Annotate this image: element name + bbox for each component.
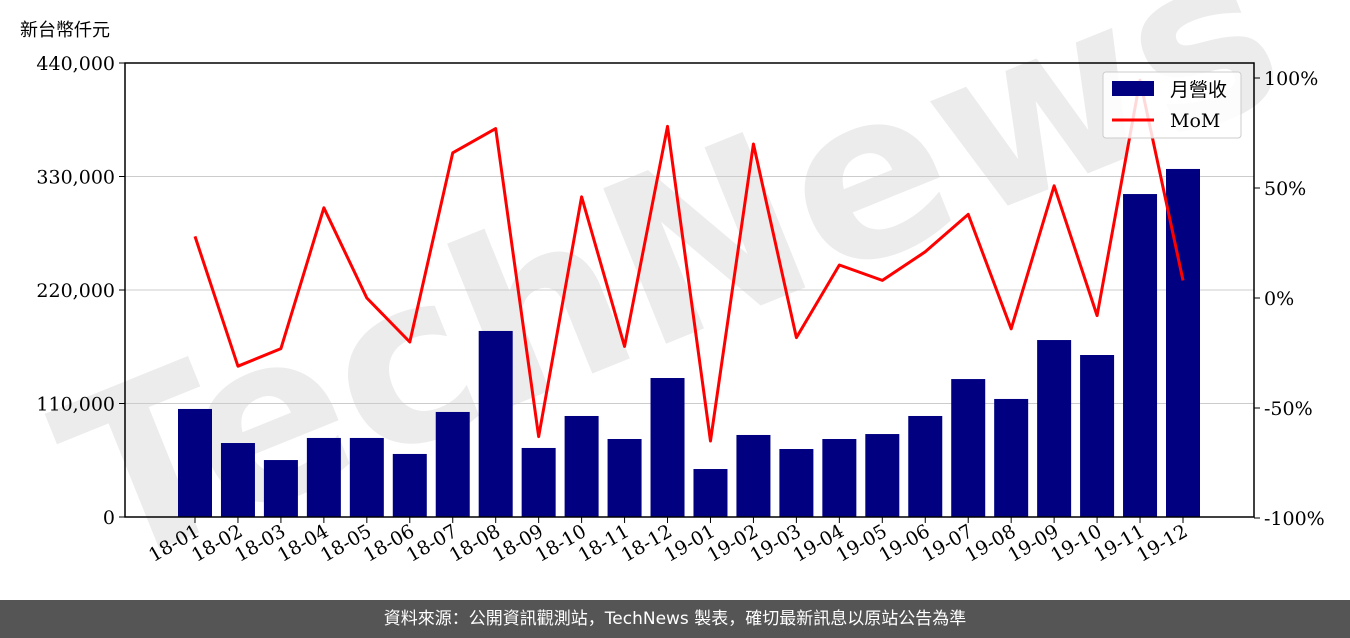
legend-label-revenue: 月營收 <box>1170 79 1227 101</box>
left-tick-label: 110,000 <box>36 394 115 416</box>
right-tick-label: 100% <box>1264 68 1318 90</box>
legend: 月營收 MoM <box>1102 71 1242 139</box>
bar-18-07 <box>435 411 470 517</box>
bar-19-02 <box>736 434 771 517</box>
bar-18-06 <box>392 453 427 517</box>
right-tick-label: -50% <box>1264 398 1313 420</box>
left-tick-label: 440,000 <box>36 53 115 75</box>
bar-18-03 <box>263 460 298 517</box>
left-tick-label: 220,000 <box>36 280 115 302</box>
bar-18-05 <box>349 437 384 517</box>
bar-19-01 <box>693 469 728 517</box>
x-tick-label: 19-12 <box>1133 520 1191 566</box>
bar-19-08 <box>994 398 1029 517</box>
bar-18-10 <box>564 415 599 517</box>
left-tick-label: 0 <box>103 507 115 529</box>
right-tick-label: 0% <box>1264 288 1294 310</box>
bar-18-02 <box>220 443 255 517</box>
bar-19-07 <box>951 379 986 517</box>
bar-19-10 <box>1080 355 1115 517</box>
bar-19-04 <box>822 438 857 517</box>
revenue-chart: TechNews0110,000220,000330,000440,000-10… <box>27 0 1325 600</box>
bar-19-03 <box>779 449 814 517</box>
legend-bar-swatch <box>1112 81 1154 96</box>
bar-18-11 <box>607 438 642 517</box>
bar-18-04 <box>306 437 341 517</box>
mom-line <box>193 78 1185 443</box>
source-footer: 資料來源：公開資訊觀測站，TechNews 製表，確切最新訊息以原站公告為準 <box>0 600 1350 638</box>
bar-19-09 <box>1037 340 1072 517</box>
bar-18-08 <box>478 330 513 517</box>
right-tick-label: 50% <box>1264 178 1306 200</box>
right-tick-label: -100% <box>1264 508 1325 530</box>
legend-label-mom: MoM <box>1170 110 1220 132</box>
left-tick-label: 330,000 <box>36 167 115 189</box>
bar-19-11 <box>1123 194 1158 518</box>
y-axis-unit-label: 新台幣仟元 <box>20 20 110 41</box>
bar-18-12 <box>650 378 685 517</box>
bar-19-05 <box>865 434 900 517</box>
plot-frame <box>124 62 1255 518</box>
bar-19-06 <box>908 415 943 517</box>
bar-18-09 <box>521 447 556 517</box>
bar-18-01 <box>178 408 212 517</box>
